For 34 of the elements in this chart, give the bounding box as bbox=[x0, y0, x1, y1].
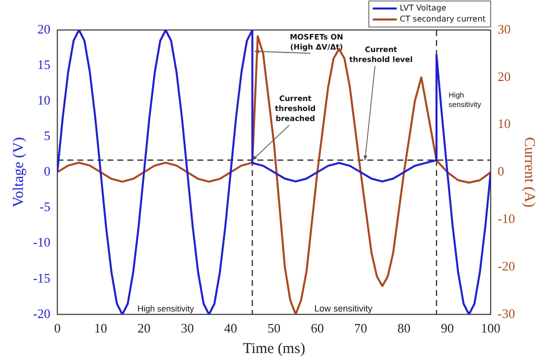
x-tick-label: 60 bbox=[310, 320, 324, 336]
y2-tick-label: -20 bbox=[498, 258, 516, 274]
y-axis-title: Voltage (V) bbox=[10, 137, 27, 208]
y-tick-label: -5 bbox=[39, 199, 50, 214]
y2-tick-label: -10 bbox=[498, 211, 516, 226]
x-tick-label: 20 bbox=[137, 320, 150, 336]
y2-axis-title: Current (A) bbox=[521, 136, 538, 208]
x-tick-label: 100 bbox=[480, 320, 500, 336]
y-tick-label: -10 bbox=[32, 234, 50, 250]
y-tick-label: -15 bbox=[32, 270, 50, 286]
y-tick-label: 10 bbox=[37, 92, 50, 108]
x-tick-label: 0 bbox=[54, 320, 61, 336]
x-tick-label: 50 bbox=[268, 320, 280, 336]
x-tick-label: 70 bbox=[354, 320, 368, 336]
y-tick-label: 5 bbox=[44, 128, 50, 144]
x-tick-label: 40 bbox=[224, 320, 238, 336]
y2-tick-label: 10 bbox=[498, 116, 511, 132]
y-tick-label: 0 bbox=[44, 164, 50, 179]
y2-tick-label: 0 bbox=[498, 164, 504, 179]
x-tick-label: 80 bbox=[398, 320, 411, 336]
annotation: Low sensitivity bbox=[314, 303, 373, 314]
x-tick-label: 30 bbox=[180, 320, 194, 336]
legend-label: LVT Voltage bbox=[400, 4, 446, 13]
x-tick-label: 10 bbox=[94, 320, 108, 336]
x-tick-label: 90 bbox=[440, 320, 454, 336]
y2-tick-label: -30 bbox=[498, 306, 516, 321]
y2-tick-label: 30 bbox=[498, 21, 511, 36]
legend-label: CT secondary current bbox=[400, 14, 486, 24]
y-tick-label: -20 bbox=[32, 306, 50, 321]
annotation: High sensitivity bbox=[137, 303, 195, 314]
x-axis-title: Time (ms) bbox=[242, 340, 306, 357]
y-tick-label: 20 bbox=[37, 21, 50, 36]
y-tick-label: 15 bbox=[37, 56, 50, 72]
y2-tick-label: 20 bbox=[498, 68, 511, 84]
